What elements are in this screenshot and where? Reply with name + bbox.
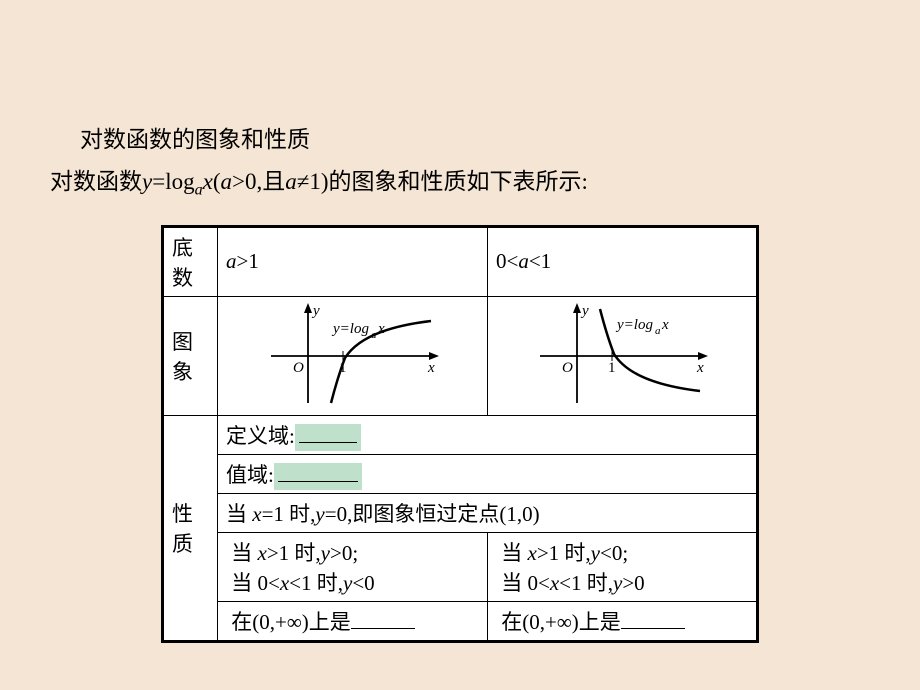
monotonic-a-lt-1: 在(0,+∞)上是 (488, 601, 758, 641)
range-cell: 值域: (218, 454, 758, 493)
domain-cell: 定义域: (218, 415, 758, 454)
svg-text:O: O (562, 360, 573, 376)
sign-a-lt-1: 当 x>1 时,y<0; 当 0<x<1 时,y>0 (488, 532, 758, 601)
svg-text:O: O (293, 360, 304, 376)
heading: 对数函数的图象和性质 (80, 120, 920, 154)
svg-text:y=log: y=log (331, 321, 369, 337)
svg-text:y: y (580, 303, 589, 319)
svg-text:a: a (371, 329, 377, 341)
svg-text:1: 1 (608, 360, 616, 376)
svg-text:x: x (377, 321, 385, 337)
base-label: 底数 (163, 226, 218, 296)
svg-text:1: 1 (339, 360, 347, 376)
base-a-gt-1: a>1 (218, 226, 488, 296)
log-graph-increasing-icon: y x O 1 y=log a x (263, 301, 443, 411)
svg-text:x: x (661, 317, 669, 333)
svg-text:x: x (696, 360, 704, 376)
graph-a-lt-1: y x O 1 y=log a x (488, 296, 758, 415)
properties-table: 底数 a>1 0<a<1 图象 y x O 1 y=log a x (161, 225, 759, 643)
svg-text:y: y (311, 303, 320, 319)
subheading: 对数函数y=logax(a>0,且a≠1)的图象和性质如下表所示: (50, 162, 920, 200)
svg-text:a: a (655, 325, 661, 337)
graph-row-label: 图象 (163, 296, 218, 415)
properties-row-label: 性质 (163, 415, 218, 641)
fixed-point-cell: 当 x=1 时,y=0,即图象恒过定点(1,0) (218, 493, 758, 532)
graph-a-gt-1: y x O 1 y=log a x (218, 296, 488, 415)
svg-text:y=log: y=log (615, 317, 653, 333)
log-graph-decreasing-icon: y x O 1 y=log a x (532, 301, 712, 411)
monotonic-a-gt-1: 在(0,+∞)上是 (218, 601, 488, 641)
svg-text:x: x (427, 360, 435, 376)
sign-a-gt-1: 当 x>1 时,y>0; 当 0<x<1 时,y<0 (218, 532, 488, 601)
base-a-lt-1: 0<a<1 (488, 226, 758, 296)
